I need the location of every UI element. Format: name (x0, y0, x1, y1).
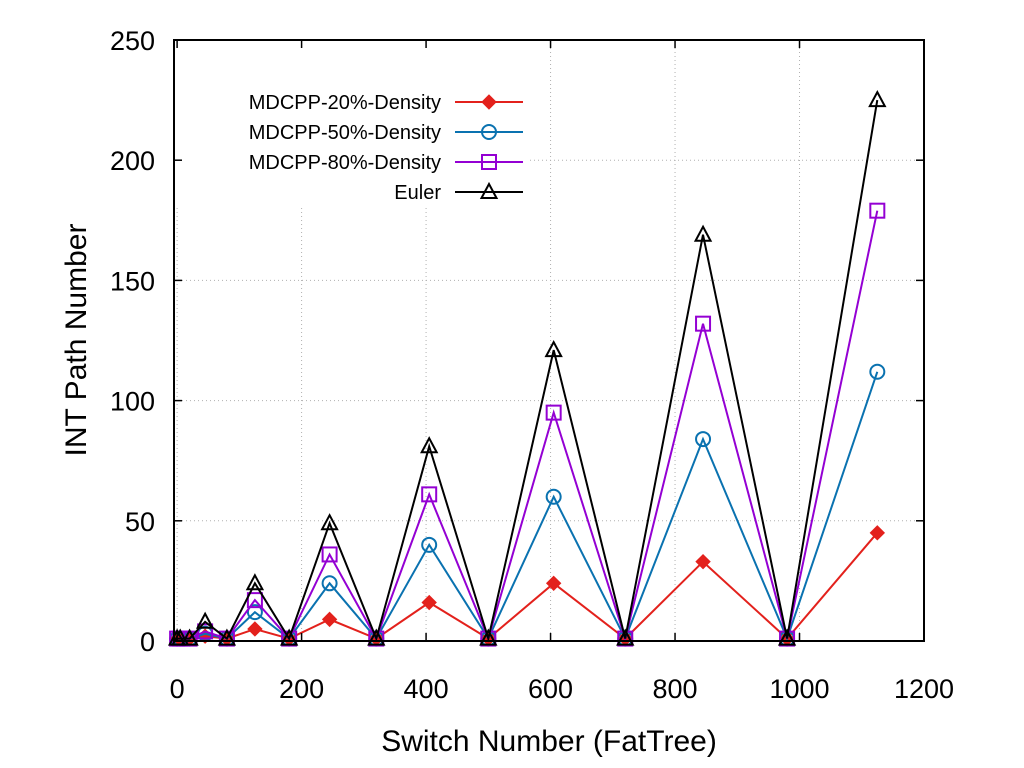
data-point (869, 525, 886, 541)
data-point (695, 431, 712, 448)
series-2 (169, 202, 886, 647)
legend-marker (481, 154, 497, 170)
x-tick-label: 600 (528, 674, 573, 704)
legend-label: MDCPP-80%-Density (249, 152, 441, 174)
legend-item: Euler (394, 181, 523, 204)
x-tick-label: 800 (653, 674, 698, 704)
x-tick-label: 0 (170, 674, 185, 704)
data-point (197, 623, 214, 640)
legend-marker (481, 124, 497, 140)
data-point (320, 513, 339, 531)
y-tick-label: 50 (125, 507, 155, 537)
data-point (321, 575, 338, 592)
data-point (695, 553, 711, 570)
axis-ticks: 0 200 400 600 800 1000 1200 0 50 100 150 200 250 (110, 26, 954, 704)
data-point (180, 628, 199, 646)
data-point (247, 621, 263, 637)
y-tick-label: 200 (110, 146, 155, 176)
data-point (868, 89, 887, 108)
x-axis-title: Switch Number (FatTree) (381, 725, 717, 758)
series-3 (167, 89, 887, 646)
data-point (321, 611, 338, 628)
legend-label: MDCPP-20%-Density (249, 92, 441, 114)
series-line (177, 210, 879, 643)
data-point (279, 628, 299, 646)
data-point (246, 604, 263, 621)
data-point (421, 594, 437, 611)
series-line (177, 99, 879, 643)
legend-label: MDCPP-50%-Density (249, 122, 441, 144)
series-0 (169, 525, 886, 647)
data-point (479, 628, 498, 646)
data-point (420, 436, 439, 454)
data-point (777, 628, 797, 646)
legend-label: Euler (394, 182, 441, 204)
data-point (544, 339, 563, 358)
data-point (245, 573, 265, 591)
data-point (321, 546, 338, 563)
legend-marker (481, 94, 497, 110)
data-point (421, 486, 438, 503)
data-point (545, 488, 562, 505)
legend-item: MDCPP-80%-Density (249, 152, 523, 174)
data-point (869, 363, 886, 380)
y-tick-label: 100 (110, 387, 155, 417)
data-point (695, 315, 712, 332)
grid (174, 40, 924, 641)
data-point (195, 611, 215, 629)
x-tick-label: 1200 (894, 674, 954, 704)
plot-frame (173, 39, 925, 642)
data-point (246, 592, 263, 609)
x-tick-label: 200 (279, 674, 324, 704)
x-tick-label: 1000 (769, 674, 829, 704)
legend-marker (479, 181, 499, 199)
data-point (367, 628, 386, 646)
y-tick-label: 150 (110, 266, 155, 296)
y-tick-label: 250 (110, 26, 155, 56)
data-point (217, 628, 237, 646)
data-point (421, 536, 438, 553)
data-point (693, 224, 713, 242)
legend-item: MDCPP-20%-Density (249, 92, 523, 114)
data-point (616, 628, 635, 646)
data-point (869, 202, 886, 219)
x-tick-label: 400 (404, 674, 449, 704)
legend-item: MDCPP-50%-Density (249, 122, 523, 144)
y-tick-label: 0 (140, 627, 155, 657)
series-lines (167, 89, 887, 647)
legend: MDCPP-20%-Density MDCPP-50%-Density MDCPP-… (249, 92, 523, 204)
y-axis-title: INT Path Number (60, 224, 93, 457)
data-point (545, 575, 562, 592)
data-point (545, 404, 562, 421)
